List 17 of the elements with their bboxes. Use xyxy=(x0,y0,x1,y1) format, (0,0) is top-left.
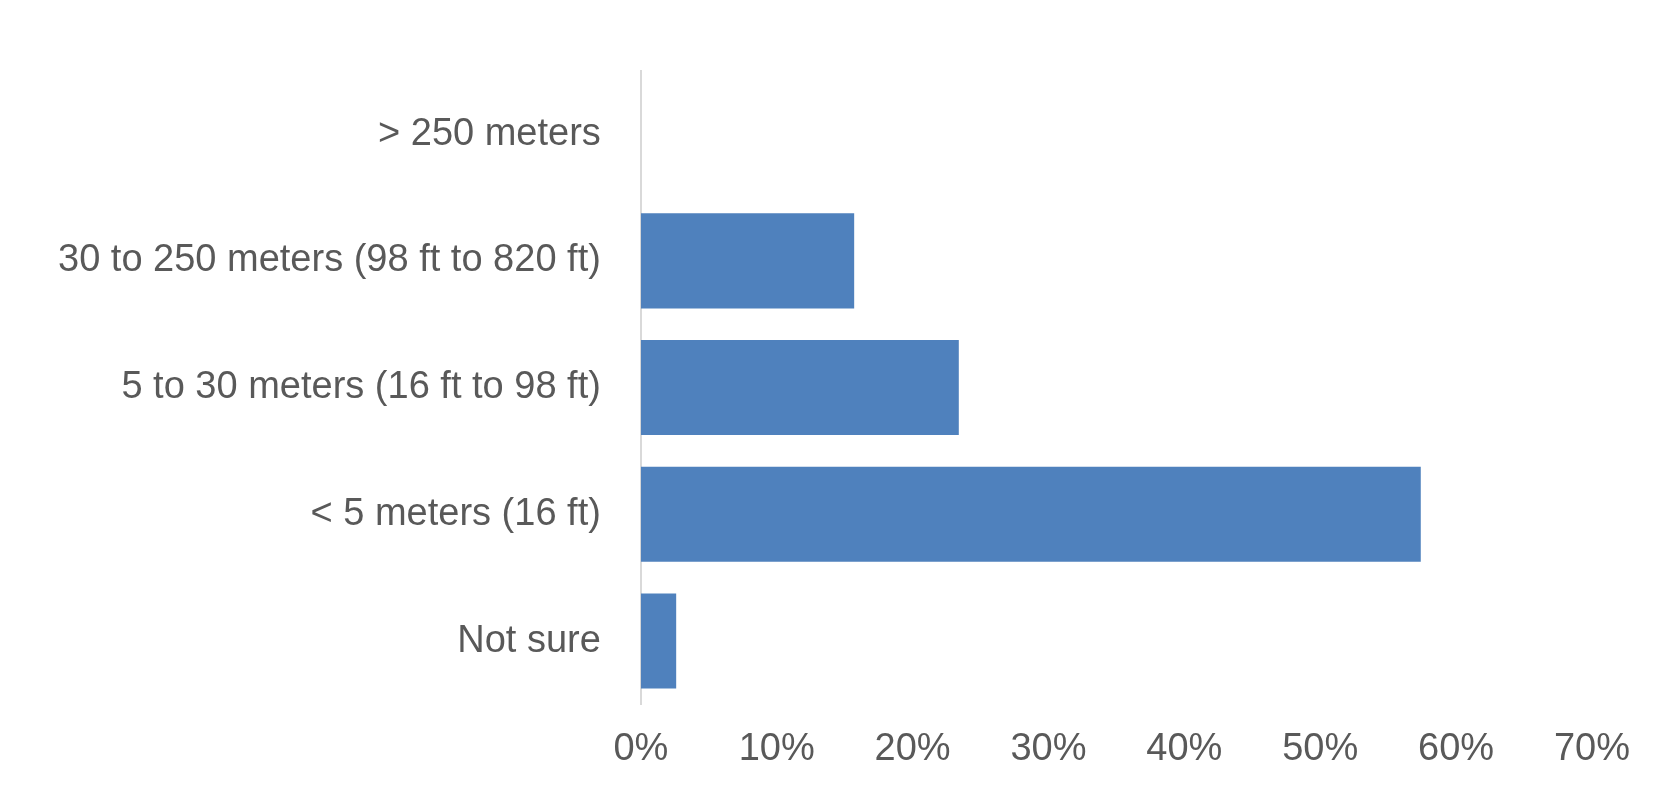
bar xyxy=(640,466,1421,562)
x-tick-label: 60% xyxy=(1418,725,1495,768)
x-tick-label: 50% xyxy=(1282,725,1359,768)
y-tick-label: 5 to 30 meters (16 ft to 98 ft) xyxy=(121,364,601,407)
bar xyxy=(640,340,959,436)
bar xyxy=(640,213,855,309)
y-tick-label: Not sure xyxy=(457,617,601,660)
x-tick-label: 20% xyxy=(874,725,951,768)
x-tick-label: 70% xyxy=(1553,725,1630,768)
y-tick-label: < 5 meters (16 ft) xyxy=(310,490,601,533)
x-tick-label: 10% xyxy=(738,725,815,768)
x-tick-label: 0% xyxy=(613,725,669,768)
y-tick-label: > 250 meters xyxy=(378,110,601,153)
x-tick-label: 40% xyxy=(1146,725,1223,768)
bar xyxy=(640,593,677,689)
y-tick-label: 30 to 250 meters (98 ft to 820 ft) xyxy=(58,237,601,280)
x-tick-label: 30% xyxy=(1010,725,1087,768)
